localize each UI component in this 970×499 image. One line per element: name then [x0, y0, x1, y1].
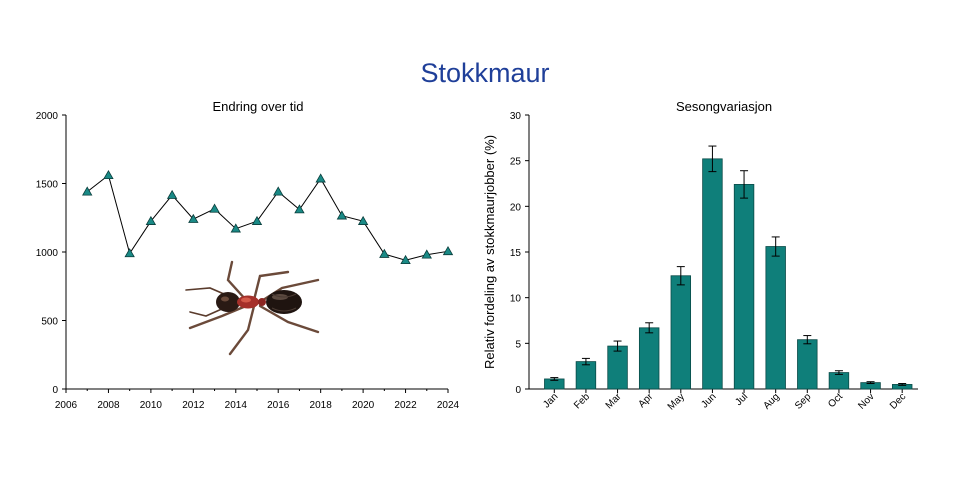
line-chart-point: [400, 254, 411, 264]
line-chart-point: [315, 173, 326, 183]
line-chart-point: [188, 213, 199, 223]
line-chart-x-tick-label: 2024: [437, 400, 460, 411]
line-chart-x-tick-label: 2016: [267, 400, 290, 411]
line-chart-point: [103, 169, 114, 180]
line-chart-y-tick-label: 0: [52, 385, 58, 396]
line-chart-point: [442, 246, 454, 256]
line-chart-point: [124, 248, 135, 258]
line-chart-point: [273, 186, 284, 196]
line-chart-point: [251, 215, 263, 225]
line-chart-y-tick-label: 500: [41, 317, 58, 328]
line-chart-point: [82, 186, 93, 196]
line-chart-point: [336, 210, 348, 220]
line-chart-y-tick-label: 1500: [36, 180, 59, 191]
line-chart-point: [379, 248, 390, 258]
line-chart-point: [230, 223, 241, 233]
line-chart-x-tick-label: 2022: [394, 400, 417, 411]
line-chart-title: Endring over tid: [212, 99, 303, 114]
line-chart-x-tick-label: 2008: [97, 400, 120, 411]
line-chart-x-tick-label: 2012: [182, 400, 205, 411]
line-chart-x-tick-label: 2018: [310, 400, 333, 411]
line-chart-x-tick-label: 2006: [55, 400, 78, 411]
line-chart-point: [294, 204, 305, 214]
line-chart-point: [357, 215, 369, 225]
line-chart-x-tick-label: 2020: [352, 400, 375, 411]
line-chart-y-tick-label: 2000: [36, 111, 59, 122]
line-chart-x-tick-label: 2014: [225, 400, 248, 411]
line-chart-point: [145, 215, 157, 225]
line-chart-point: [166, 189, 178, 199]
line-chart-x-tick-label: 2010: [140, 400, 163, 411]
ant-illustration: [185, 260, 320, 356]
line-chart-point: [421, 249, 432, 259]
page-title: Stokkmaur: [420, 58, 550, 88]
line-chart-point: [209, 203, 220, 213]
line-chart-series-line: [86, 174, 449, 261]
line-chart-y-tick-label: 1000: [36, 248, 59, 259]
